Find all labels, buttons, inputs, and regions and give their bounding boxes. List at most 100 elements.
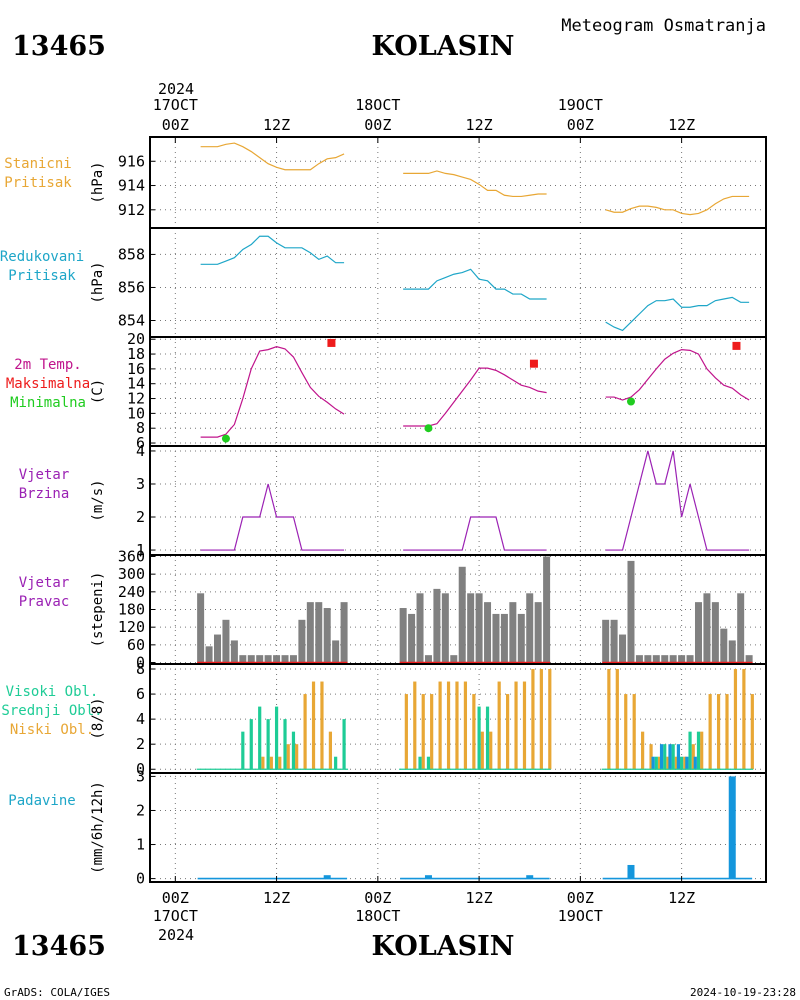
- y-tick-label-temperature: 6: [136, 434, 145, 452]
- y-tick-label-reduced_pressure: 856: [118, 278, 145, 296]
- x-tick-label-top: 00Z: [567, 116, 594, 134]
- cloud-bar-middle: [477, 706, 481, 770]
- wind-direction-bar: [703, 593, 711, 663]
- data-precipitation: [197, 776, 753, 880]
- wind-direction-bar: [315, 602, 323, 663]
- station-id-top: 13465: [12, 31, 106, 62]
- panel-label-temperature: Minimalna: [10, 395, 86, 411]
- wind-direction-bar: [424, 655, 432, 663]
- station-name-bottom: KOLASIN: [371, 931, 514, 962]
- panel-frame-wind_speed: [149, 445, 767, 556]
- cloud-bar-middle: [291, 731, 296, 770]
- cloud-bar-middle: [258, 706, 262, 770]
- cloud-bar-low: [632, 694, 636, 770]
- x-tick-label-bottom: 12Z: [466, 889, 493, 907]
- panel-clouds: 0 2 4 6 8 (8/8)Visoki Obl. Srednji Obl. Niski O…: [1, 660, 767, 778]
- y-tick-label-wind_direction: 300: [118, 565, 145, 583]
- data-wind_speed: [200, 450, 750, 551]
- min-temp-marker: [424, 424, 433, 433]
- cloud-bar-low: [261, 756, 265, 770]
- wind-direction-bar: [273, 655, 281, 663]
- wind-direction-bar: [509, 602, 517, 663]
- cloud-bar-low: [303, 694, 307, 770]
- wind-direction-bar: [720, 628, 728, 663]
- panel-label-wind_direction: Vjetar: [19, 575, 70, 591]
- cloud-bar-high: [676, 744, 681, 770]
- wind-direction-bar: [222, 619, 230, 663]
- wind-direction-bar: [340, 602, 348, 663]
- wind-direction-bar: [543, 556, 551, 663]
- y-tick-label-wind_direction: 240: [118, 583, 145, 601]
- pressure-line-1: [403, 170, 547, 198]
- y-tick-label-temperature: 14: [127, 375, 145, 393]
- cloud-bar-middle: [274, 706, 279, 770]
- panel-frame-station_pressure: [149, 136, 767, 229]
- precip-bar: [526, 875, 534, 879]
- y-tick-label-clouds: 6: [136, 685, 145, 703]
- precip-bar: [424, 875, 432, 879]
- panel-frame-reduced_pressure: [149, 227, 767, 338]
- panel-wind_speed: 1 2 3 4 (m/s) Vjetar Brzina: [19, 442, 767, 559]
- wind-direction-bar: [281, 655, 289, 663]
- cloud-bar-low: [438, 681, 442, 770]
- wind-direction-bar: [627, 560, 635, 663]
- panel-frame-precipitation: [149, 772, 767, 883]
- cloud-bar-low: [674, 756, 678, 770]
- x-date-label-bottom: 17OCT: [153, 907, 198, 925]
- wind-direction-bar: [256, 655, 264, 663]
- y-tick-label-temperature: 18: [127, 345, 145, 363]
- wind-direction-bar: [669, 655, 677, 663]
- wind-direction-bar: [652, 655, 660, 663]
- cloud-bar-low: [320, 681, 324, 770]
- cloud-bar-low: [700, 731, 704, 770]
- cloud-bar-low: [506, 694, 510, 770]
- panel-precipitation: 0 1 2 3 (mm/6h/12h) Padavine: [8, 767, 767, 888]
- x-tick-label-top: 12Z: [668, 116, 695, 134]
- cloud-bar-low: [548, 669, 552, 770]
- cloud-bar-middle: [696, 731, 701, 770]
- data-wind_direction: [197, 556, 753, 664]
- y-tick-label-station_pressure: 914: [118, 177, 145, 195]
- wind-direction-bar: [323, 608, 331, 663]
- wind-direction-bar: [239, 655, 247, 663]
- x-tick-label-top: 12Z: [466, 116, 493, 134]
- y-tick-label-reduced_pressure: 858: [118, 245, 145, 263]
- wind-direction-bar: [408, 613, 416, 663]
- wind-direction-bar: [517, 613, 525, 663]
- data-reduced_pressure: [200, 235, 750, 332]
- wind-direction-bar: [247, 655, 255, 663]
- wind-direction-bar: [475, 593, 483, 663]
- cloud-bar-high: [668, 744, 672, 770]
- panel-frame-wind_direction: [149, 554, 767, 665]
- panel-label-wind_speed: Vjetar: [19, 467, 70, 483]
- y-unit-temperature: (C): [90, 379, 106, 404]
- wind-direction-bar: [332, 640, 340, 663]
- x-tick-label-bottom: 12Z: [263, 889, 290, 907]
- y-tick-label-temperature: 8: [136, 419, 145, 437]
- wind-direction-bar: [399, 608, 407, 663]
- temperature-line-0: [200, 346, 345, 438]
- x-tick-label-bottom: 00Z: [364, 889, 391, 907]
- cloud-bar-middle: [249, 719, 253, 770]
- y-tick-label-station_pressure: 916: [118, 152, 145, 170]
- panel-label-clouds: Visoki Obl.: [6, 684, 99, 700]
- wind-direction-bar: [306, 602, 314, 663]
- cloud-bar-low: [531, 669, 535, 770]
- cloud-bar-low: [725, 694, 729, 770]
- data-clouds: [196, 669, 754, 770]
- cloud-bar-low: [446, 681, 451, 770]
- cloud-bar-low: [295, 744, 299, 770]
- cloud-bar-middle: [342, 719, 346, 770]
- pressure-line-1: [403, 268, 547, 300]
- cloud-bar-low: [472, 694, 476, 770]
- wind-direction-bar: [644, 655, 652, 663]
- wind-direction-bar: [728, 640, 736, 663]
- cloud-bar-low: [455, 681, 459, 770]
- cloud-bar-low: [624, 694, 628, 770]
- footer-right: 2024-10-19-23:28: [690, 986, 796, 999]
- footer-left: GrADS: COLA/IGES: [4, 986, 110, 999]
- y-unit-reduced_pressure: (hPa): [90, 261, 106, 303]
- cloud-bar-middle: [654, 756, 658, 770]
- wind-direction-bar: [214, 634, 222, 663]
- cloud-bar-low: [311, 681, 316, 770]
